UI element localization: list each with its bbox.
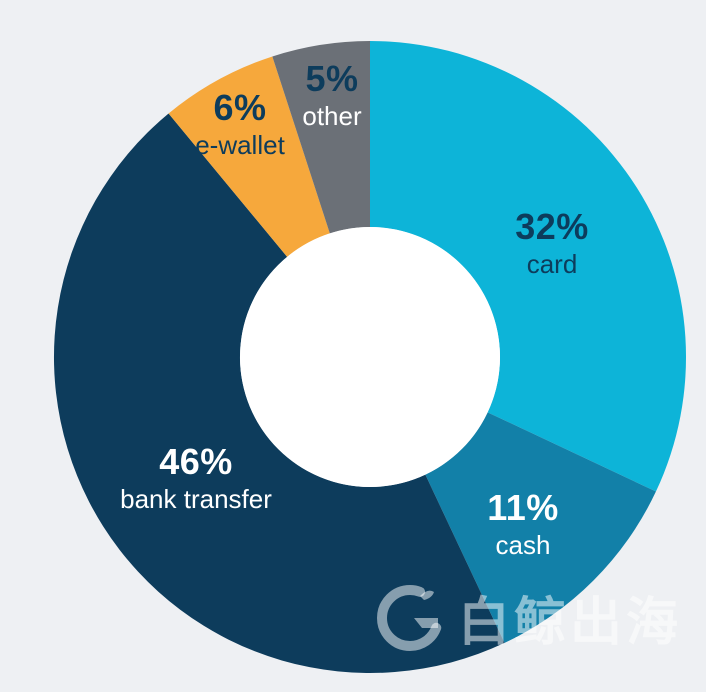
slice-cash [425, 412, 656, 643]
slice-card [370, 41, 687, 492]
page-edge-strip [706, 0, 716, 692]
donut-hole [240, 227, 500, 487]
slice-other [272, 41, 370, 234]
slice-bank-transfer [53, 113, 505, 674]
slice-e-wallet [168, 56, 330, 257]
